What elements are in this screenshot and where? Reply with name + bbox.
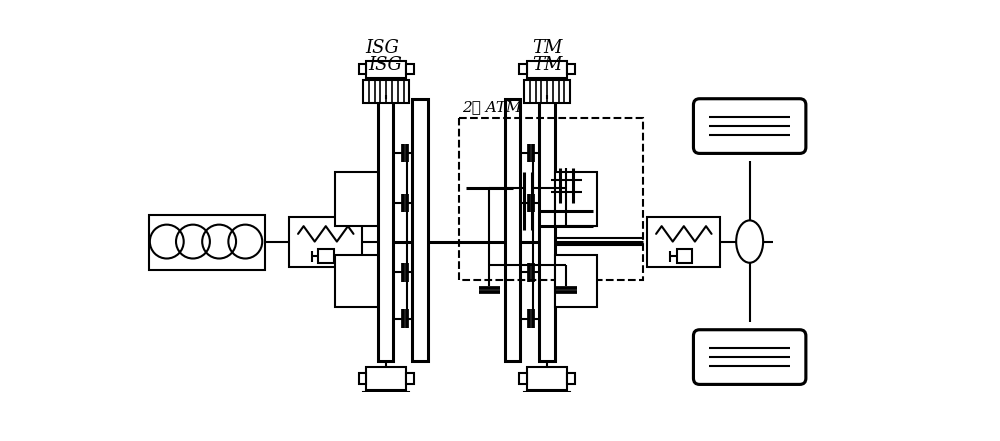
Bar — [527, 60, 567, 78]
Bar — [524, 80, 570, 103]
Bar — [406, 64, 414, 75]
Bar — [363, 392, 409, 415]
Bar — [318, 249, 334, 263]
Bar — [289, 217, 362, 267]
Bar — [363, 80, 409, 103]
Bar — [519, 64, 527, 75]
Bar — [359, 373, 366, 384]
Bar — [527, 367, 567, 390]
Bar — [359, 64, 366, 75]
FancyBboxPatch shape — [693, 99, 806, 153]
Text: TM: TM — [532, 39, 562, 57]
Bar — [519, 373, 527, 384]
Bar — [647, 217, 720, 267]
Bar — [366, 60, 406, 78]
Text: 2挡 ATM: 2挡 ATM — [462, 101, 522, 115]
Bar — [406, 373, 414, 384]
Bar — [378, 99, 393, 361]
Text: TM: TM — [532, 56, 562, 74]
Bar — [149, 215, 265, 270]
Bar — [335, 172, 378, 226]
Bar — [366, 367, 406, 390]
Bar — [555, 254, 597, 307]
Bar — [335, 254, 378, 307]
Text: ISG: ISG — [365, 39, 399, 57]
Bar — [555, 172, 597, 226]
Bar — [412, 99, 428, 361]
Bar — [505, 99, 520, 361]
FancyBboxPatch shape — [693, 330, 806, 385]
Bar — [524, 392, 570, 415]
Bar — [567, 373, 575, 384]
Text: ISG: ISG — [369, 56, 402, 74]
Bar — [677, 249, 692, 263]
Bar — [539, 99, 555, 361]
Bar — [567, 64, 575, 75]
Bar — [459, 118, 643, 280]
